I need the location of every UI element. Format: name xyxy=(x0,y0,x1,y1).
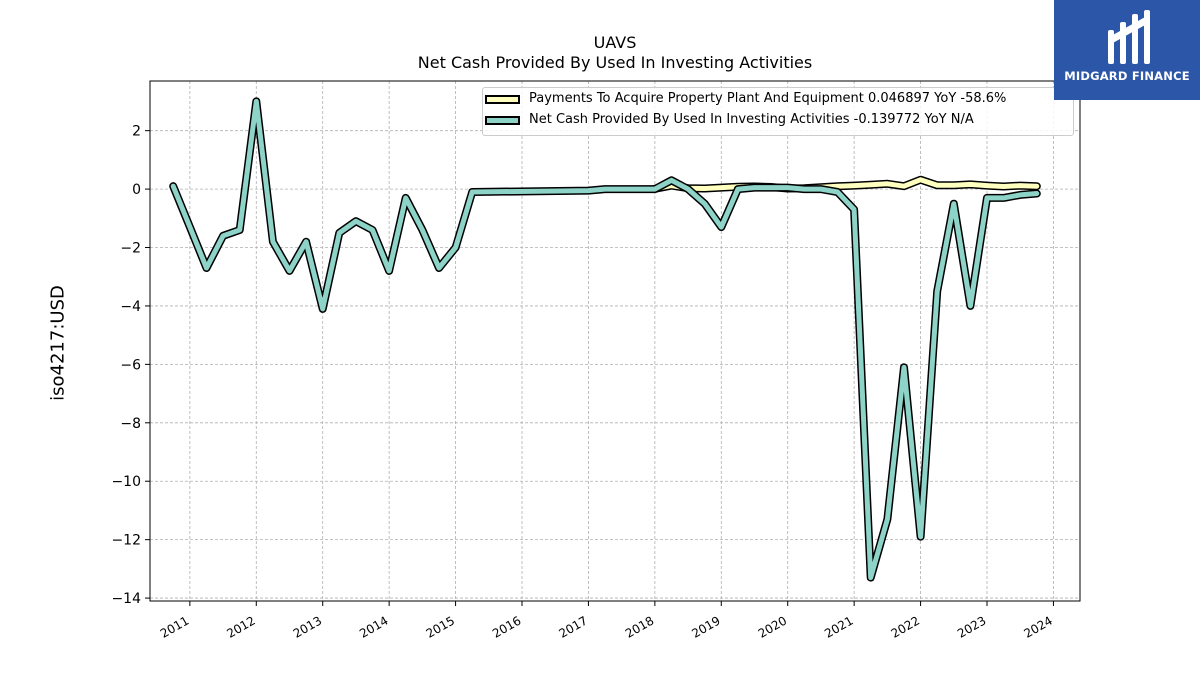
x-tick-label: 2019 xyxy=(689,613,722,640)
x-tick-label: 2016 xyxy=(490,613,523,640)
series-outline-1 xyxy=(169,97,1041,582)
legend-swatch-capex xyxy=(485,95,520,104)
x-tick-label: 2012 xyxy=(224,613,257,640)
y-tick-label: −12 xyxy=(111,533,141,549)
brand-logo: MIDGARD FINANCE xyxy=(1054,0,1200,100)
chart-subtitle: Net Cash Provided By Used In Investing A… xyxy=(417,53,813,72)
x-tick-label: 2021 xyxy=(822,613,855,640)
x-tick-label: 2015 xyxy=(424,613,457,640)
series-line-1 xyxy=(170,98,1040,581)
x-tick-label: 2023 xyxy=(955,613,988,640)
chart-title: UAVS xyxy=(593,33,637,52)
y-axis-label: iso4217:USD xyxy=(47,285,69,401)
plot-frame xyxy=(149,80,1081,602)
x-tick-label: 2020 xyxy=(756,613,789,640)
y-tick-label: −6 xyxy=(120,357,141,373)
x-tick-label: 2014 xyxy=(357,613,390,640)
legend-swatch-net-cash xyxy=(485,116,520,125)
x-tick-label: 2017 xyxy=(556,613,589,640)
x-tick-label: 2022 xyxy=(889,613,922,640)
chart-legend: Payments To Acquire Property Plant And E… xyxy=(482,87,1074,136)
legend-label-net-cash: Net Cash Provided By Used In Investing A… xyxy=(529,112,974,127)
x-tick-label: 2024 xyxy=(1021,613,1054,640)
logo-text: MIDGARD FINANCE xyxy=(1064,69,1190,83)
legend-label-capex: Payments To Acquire Property Plant And E… xyxy=(529,91,1007,106)
y-tick-label: 0 xyxy=(132,182,141,198)
y-tick-label: −14 xyxy=(111,591,141,607)
y-tick-label: 2 xyxy=(132,124,141,140)
series-line-0 xyxy=(652,177,1040,192)
x-tick-label: 2018 xyxy=(623,613,656,640)
y-tick-label: −2 xyxy=(120,241,141,257)
logo-mark-icon xyxy=(1108,10,1150,64)
y-tick-label: −8 xyxy=(120,416,141,432)
x-tick-label: 2011 xyxy=(158,613,191,640)
y-tick-label: −10 xyxy=(111,474,141,490)
y-tick-label: −4 xyxy=(120,299,141,315)
x-tick-label: 2013 xyxy=(291,613,324,640)
